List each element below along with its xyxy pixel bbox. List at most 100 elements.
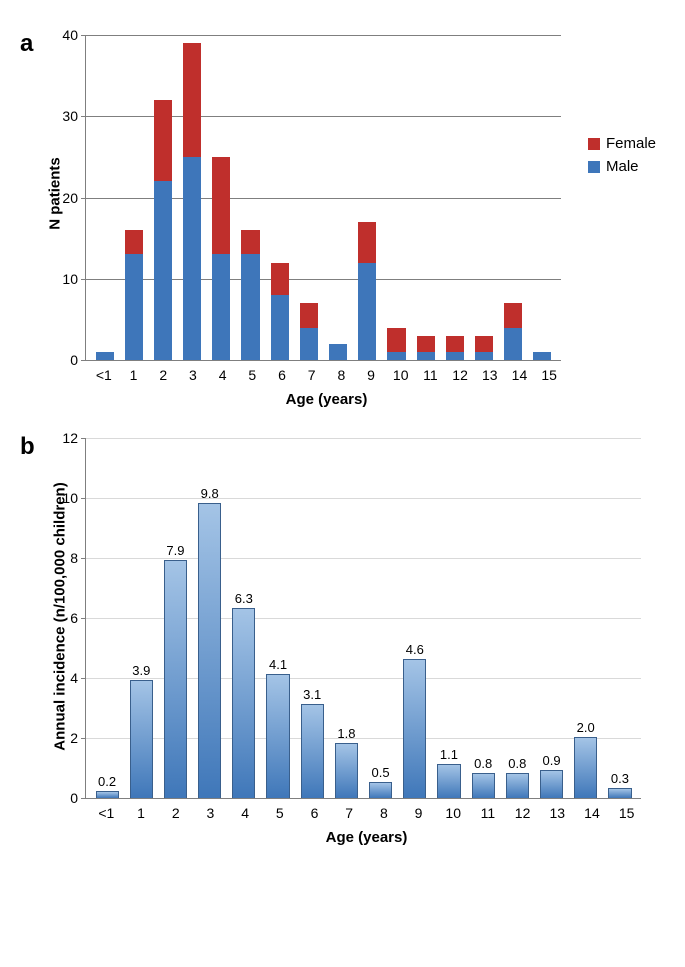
- xtick-label: 3: [178, 361, 208, 383]
- ytick-label: 0: [70, 352, 86, 368]
- stacked-bar: [125, 230, 143, 360]
- bar-segment-male: [96, 352, 114, 360]
- panel-b-y-label: Annual incidence (n/100,000 children): [52, 467, 69, 767]
- bar-segment-female: [387, 328, 405, 352]
- panel-b-xticks: <1123456789101112131415: [85, 799, 648, 821]
- stacked-bar: [212, 157, 230, 360]
- bar-segment-male: [504, 328, 522, 361]
- bar: 4.1: [266, 674, 289, 798]
- xtick-label: 3: [193, 799, 228, 821]
- xtick-label: 12: [505, 799, 540, 821]
- bar-segment-female: [417, 336, 435, 352]
- bar-slot: 0.2: [90, 438, 124, 798]
- bar-segment-male: [241, 254, 259, 360]
- bar-value-label: 3.9: [132, 663, 150, 681]
- bar-slot: 0.9: [534, 438, 568, 798]
- bar-segment-male: [475, 352, 493, 360]
- ytick-label: 20: [62, 190, 86, 206]
- bar: 4.6: [403, 659, 426, 798]
- panel-b: b Annual incidence (n/100,000 children) …: [20, 438, 665, 846]
- bar-slot: [265, 35, 294, 360]
- xtick-label: 2: [158, 799, 193, 821]
- bar-slot: [294, 35, 323, 360]
- stacked-bar: [504, 303, 522, 360]
- bar: 1.8: [335, 743, 358, 798]
- bar-value-label: 0.3: [611, 771, 629, 789]
- xtick-label: 11: [416, 361, 446, 383]
- bar-slot: 3.9: [124, 438, 158, 798]
- bar: 7.9: [164, 560, 187, 798]
- panel-b-x-label: Age (years): [85, 829, 648, 846]
- bar-segment-male: [271, 295, 289, 360]
- bar: 0.8: [472, 773, 495, 798]
- bar-value-label: 0.5: [372, 765, 390, 783]
- bar-segment-male: [446, 352, 464, 360]
- bar-value-label: 1.8: [337, 726, 355, 744]
- bar-segment-male: [358, 263, 376, 361]
- bar-value-label: 1.1: [440, 747, 458, 765]
- bar-segment-male: [154, 181, 172, 360]
- ytick-label: 0: [70, 790, 86, 806]
- panel-a: a N patients 010203040 <1123456789101112…: [20, 35, 665, 408]
- stacked-bar: [329, 344, 347, 360]
- bar-value-label: 9.8: [201, 486, 219, 504]
- bar: 0.8: [506, 773, 529, 798]
- bar-value-label: 7.9: [166, 543, 184, 561]
- xtick-label: <1: [89, 361, 119, 383]
- panel-a-legend: FemaleMale: [588, 135, 656, 181]
- stacked-bar: [475, 336, 493, 360]
- stacked-bar: [387, 328, 405, 361]
- bar-slot: 1.8: [329, 438, 363, 798]
- bar-value-label: 3.1: [303, 687, 321, 705]
- bar-segment-female: [154, 100, 172, 181]
- bar-slot: 2.0: [569, 438, 603, 798]
- bar-slot: 6.3: [227, 438, 261, 798]
- xtick-label: 1: [119, 361, 149, 383]
- xtick-label: 15: [534, 361, 564, 383]
- panel-a-label: a: [20, 30, 33, 58]
- bar: 0.2: [96, 791, 119, 798]
- bar: 0.5: [369, 782, 392, 798]
- bar-segment-female: [446, 336, 464, 352]
- panel-a-xticks: <1123456789101112131415: [85, 361, 568, 383]
- bar-slot: [528, 35, 557, 360]
- xtick-label: 5: [237, 361, 267, 383]
- bar-slot: 4.6: [398, 438, 432, 798]
- bar-segment-male: [212, 254, 230, 360]
- ytick-label: 2: [70, 730, 86, 746]
- panel-a-chart-area: N patients 010203040 <112345678910111213…: [85, 35, 568, 408]
- xtick-label: 14: [505, 361, 535, 383]
- bar-slot: [411, 35, 440, 360]
- panel-b-bars: 0.2 3.9 7.9 9.8 6.34.1 3.1 1.8 0.5 4.6 1.1 0.8 0.8 0…: [86, 438, 641, 798]
- stacked-bar: [271, 263, 289, 361]
- bar-value-label: 0.9: [542, 753, 560, 771]
- bar-slot: [90, 35, 119, 360]
- ytick-label: 8: [70, 550, 86, 566]
- bar: 2.0: [574, 737, 597, 798]
- bar: 0.3: [608, 788, 631, 798]
- bar-slot: 0.3: [603, 438, 637, 798]
- panel-b-chart-wrap: Annual incidence (n/100,000 children) 02…: [85, 438, 665, 846]
- bar-slot: [236, 35, 265, 360]
- bar-segment-male: [183, 157, 201, 360]
- xtick-label: 8: [327, 361, 357, 383]
- ytick-label: 4: [70, 670, 86, 686]
- bar-segment-male: [417, 352, 435, 360]
- xtick-label: 8: [367, 799, 402, 821]
- xtick-label: 10: [386, 361, 416, 383]
- bar-segment-male: [387, 352, 405, 360]
- bar-slot: 0.5: [364, 438, 398, 798]
- xtick-label: 2: [148, 361, 178, 383]
- bar-slot: 4.1: [261, 438, 295, 798]
- ytick-label: 10: [62, 490, 86, 506]
- xtick-label: 13: [475, 361, 505, 383]
- bar-segment-female: [241, 230, 259, 254]
- xtick-label: 14: [575, 799, 610, 821]
- xtick-label: 12: [445, 361, 475, 383]
- stacked-bar: [358, 222, 376, 360]
- panel-b-label: b: [20, 433, 35, 461]
- bar-segment-female: [358, 222, 376, 263]
- legend-swatch: [588, 138, 600, 150]
- bar: 0.9: [540, 770, 563, 798]
- panel-a-chart-wrap: N patients 010203040 <112345678910111213…: [85, 35, 665, 408]
